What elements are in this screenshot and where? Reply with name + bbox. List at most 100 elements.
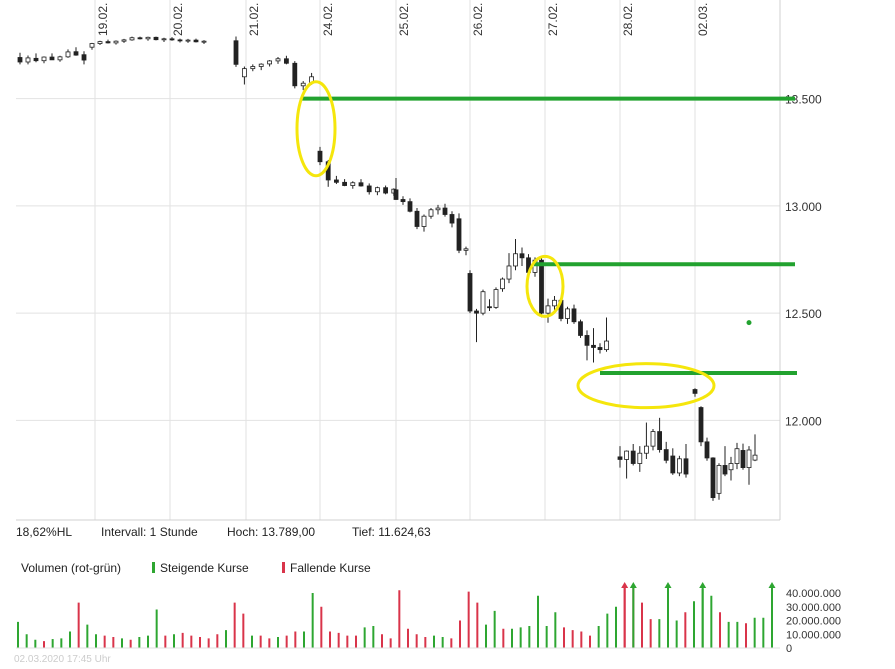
- volume-bar: [337, 632, 340, 648]
- candle-body: [740, 450, 746, 468]
- volume-bar: [173, 634, 175, 648]
- candle: [728, 456, 734, 481]
- volume-bar: [563, 627, 565, 648]
- candle: [500, 277, 505, 292]
- candle-body: [722, 465, 728, 475]
- candle-body: [374, 187, 380, 193]
- volume-bar: [450, 638, 453, 648]
- candle: [292, 61, 298, 89]
- volume-bar: [242, 613, 245, 648]
- volume-bar: [632, 587, 635, 648]
- volume-bar: [268, 638, 271, 648]
- candle-body: [49, 56, 55, 61]
- candle: [474, 308, 479, 343]
- candle-body: [571, 308, 577, 323]
- legend-rising-swatch: [152, 562, 155, 573]
- candle: [374, 186, 380, 196]
- x-tick-label: 27.02.: [546, 3, 560, 36]
- candle: [161, 37, 167, 43]
- legend-falling-label: Fallende Kurse: [290, 561, 371, 575]
- candle: [493, 287, 499, 309]
- candle-body: [746, 449, 752, 468]
- volume-tick-label: 0: [786, 643, 792, 655]
- highlight-ellipse: [525, 254, 565, 318]
- volume-bar: [545, 626, 548, 648]
- candle-body: [428, 209, 434, 217]
- candle-body: [113, 40, 119, 44]
- candle: [97, 40, 103, 46]
- candle: [177, 38, 183, 43]
- candle: [670, 448, 676, 475]
- candle: [421, 214, 427, 232]
- volume-bar: [372, 626, 375, 648]
- volume-bar: [233, 602, 236, 648]
- x-axis-labels: 19.02. 20.02. 21.02. 24.02. 25.02. 26.02. 27.0…: [96, 3, 710, 36]
- x-tick-label: 19.02.: [96, 3, 110, 36]
- x-tick-label: 21.02.: [247, 3, 261, 36]
- volume-legend-title: Volumen (rot-grün): [21, 561, 122, 575]
- candle: [193, 38, 199, 43]
- candle: [201, 40, 207, 44]
- candle: [467, 270, 473, 314]
- candle-body: [692, 389, 698, 394]
- candle-body: [17, 57, 23, 63]
- candle-body: [241, 68, 247, 78]
- legend-falling: Fallende Kurse: [282, 561, 371, 575]
- candle-body: [121, 39, 127, 42]
- volume-bar: [69, 631, 71, 648]
- volume-bar: [675, 620, 678, 648]
- candle-body: [677, 458, 682, 474]
- highlight-ellipse: [295, 80, 337, 178]
- candle-body: [33, 57, 39, 62]
- candle-body: [358, 182, 364, 187]
- volume-bar: [277, 637, 279, 648]
- candle: [350, 181, 356, 189]
- volume-bar: [701, 587, 704, 648]
- marker-dot: [746, 320, 752, 326]
- candle-body: [519, 253, 525, 259]
- volume-bar: [597, 626, 600, 648]
- candle-body: [258, 63, 264, 67]
- candle-body: [578, 321, 583, 336]
- volume-bar: [606, 613, 609, 648]
- candle-body: [283, 58, 289, 64]
- candle-body: [474, 310, 479, 314]
- candle-body: [73, 51, 79, 56]
- volume-bar: [329, 631, 331, 648]
- x-tick-label: 28.02.: [621, 3, 635, 36]
- candle-body: [467, 273, 473, 312]
- candle-body: [545, 305, 551, 314]
- candle-body: [414, 210, 420, 227]
- candle: [250, 64, 256, 72]
- candle-body: [153, 36, 159, 41]
- candle-body: [65, 51, 71, 58]
- y-tick-label: 13.500: [785, 93, 822, 107]
- candle-body: [657, 431, 662, 450]
- volume-bar: [25, 634, 28, 648]
- volume-bar: [762, 617, 765, 648]
- candle-body: [169, 38, 175, 41]
- candle: [129, 36, 135, 41]
- candlesticks: [17, 36, 758, 501]
- candle-body: [350, 182, 356, 186]
- candle-body: [698, 407, 704, 443]
- candle-body: [449, 214, 455, 224]
- candle-body: [421, 215, 427, 227]
- candle: [113, 40, 119, 45]
- candle-body: [177, 39, 183, 42]
- volume-bar: [745, 623, 747, 648]
- candle: [734, 442, 740, 470]
- candle-body: [617, 456, 623, 460]
- volume-overflow-arrow: [768, 582, 776, 588]
- candle: [241, 66, 247, 85]
- candle-body: [644, 445, 649, 454]
- volume-bar: [181, 632, 184, 648]
- candle-body: [591, 344, 596, 348]
- candle: [630, 444, 636, 466]
- candle-body: [480, 291, 486, 314]
- candle: [740, 443, 746, 470]
- y-tick-label: 12.500: [785, 307, 822, 321]
- volume-overflow-arrow: [664, 582, 672, 588]
- candle: [677, 455, 682, 477]
